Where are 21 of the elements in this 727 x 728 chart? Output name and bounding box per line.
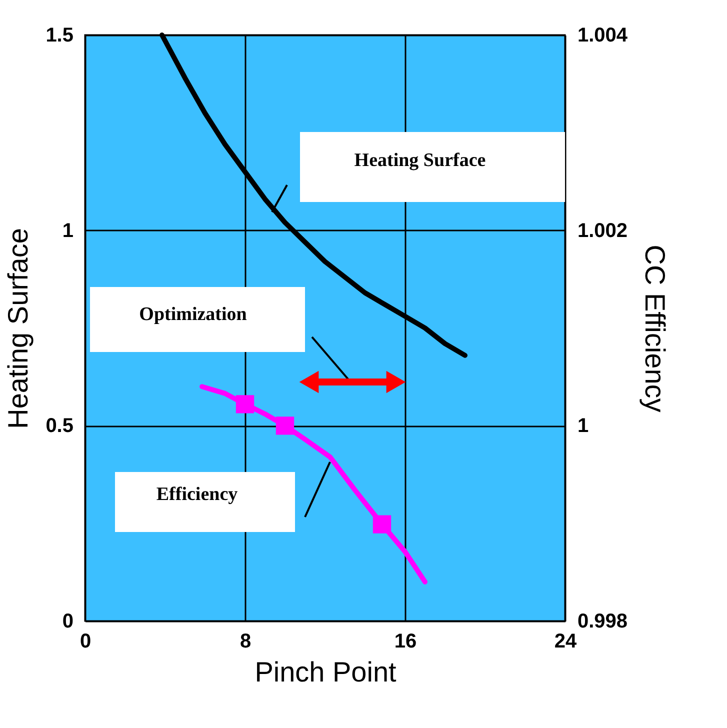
y2-axis-title: CC Efficiency	[640, 244, 671, 412]
y-tick-label: 0	[62, 610, 74, 632]
y2-tick-label: 0.998	[578, 610, 628, 632]
y-tick-label: 0.5	[46, 415, 74, 438]
x-tick-label: 16	[394, 630, 417, 652]
x-axis-title: Pinch Point	[254, 656, 397, 688]
point	[276, 416, 294, 435]
annotation: Heating Surface	[354, 150, 486, 171]
point	[372, 515, 392, 534]
annotation: Optimization	[139, 304, 248, 325]
y2-tick-label: 1.004	[578, 24, 628, 46]
x-tick-label: 24	[554, 630, 578, 652]
point	[236, 395, 254, 414]
x-tick-label: 8	[240, 630, 252, 652]
y-tick-label: 1	[62, 220, 74, 242]
y-axis-title: Heating Surface	[2, 228, 34, 429]
y2-tick-label: 1.002	[578, 220, 628, 242]
x-tick-label: 0	[80, 630, 92, 652]
y2-tick-label: 1	[578, 415, 589, 438]
annotation: Efficiency	[156, 484, 238, 505]
y-tick-label: 1.5	[46, 24, 74, 46]
